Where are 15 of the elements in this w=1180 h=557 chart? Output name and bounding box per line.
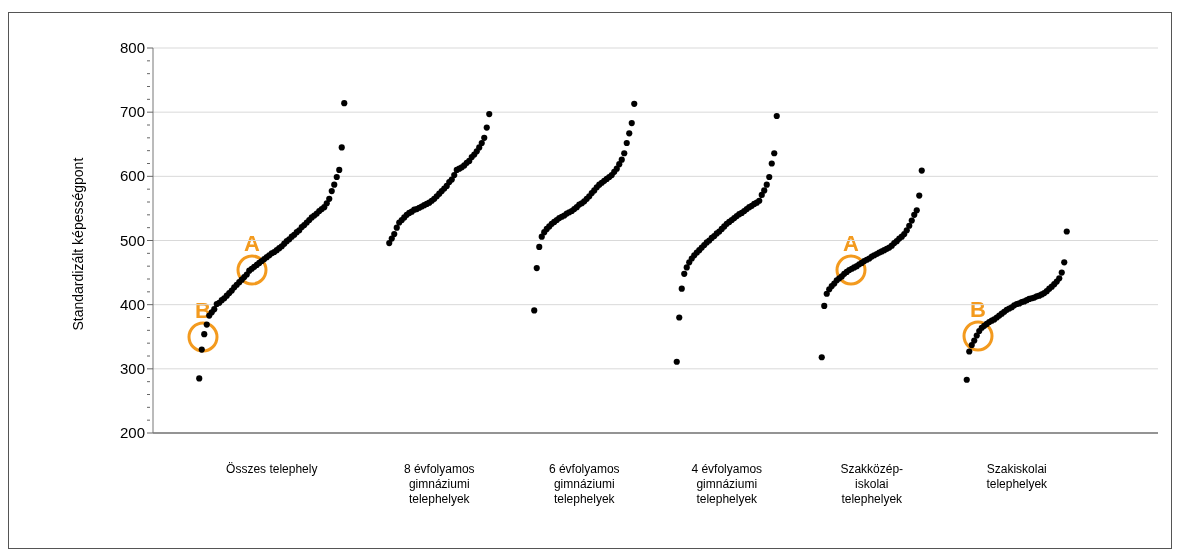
y-tick-label: 400 bbox=[119, 295, 145, 313]
y-tick-label: 800 bbox=[119, 39, 145, 56]
y-tick-label: 600 bbox=[119, 167, 145, 185]
y-tick-label: 700 bbox=[119, 103, 145, 121]
x-tick-label: 4 évfolyamos gimnáziumi telephelyek bbox=[691, 462, 763, 506]
x-tick-label: 6 évfolyamos gimnáziumi telephelyek bbox=[548, 462, 620, 506]
y-tick-label: 500 bbox=[119, 231, 145, 249]
y-axis-title: Standardizált képességpont bbox=[69, 157, 86, 331]
annotation: B bbox=[970, 297, 986, 322]
x-tick-label: Összes telephely bbox=[226, 462, 318, 476]
x-tick-label: 8 évfolyamos gimnáziumi telephelyek bbox=[403, 462, 475, 506]
y-tick-label: 200 bbox=[119, 424, 145, 441]
x-tick-label: Szakközép-iskolai telephelyek bbox=[840, 462, 904, 506]
x-tick-label: Szakiskolai telephelyek bbox=[986, 462, 1049, 491]
y-tick-label: 300 bbox=[119, 359, 145, 377]
